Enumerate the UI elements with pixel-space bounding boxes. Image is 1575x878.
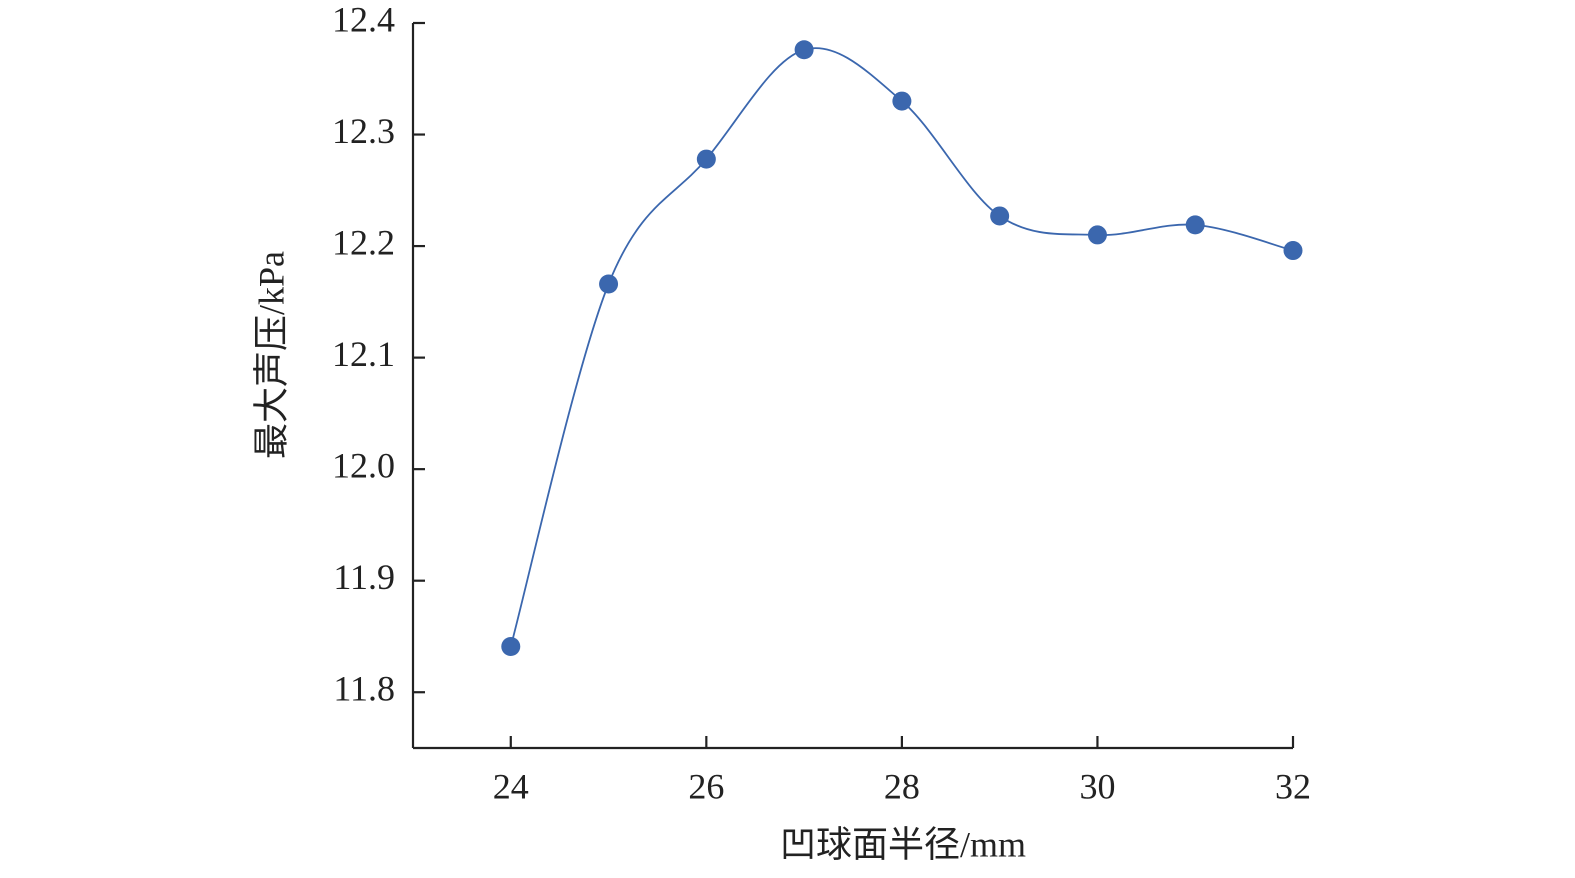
y-tick-label: 11.9 bbox=[333, 557, 395, 597]
y-tick-label: 12.1 bbox=[332, 334, 395, 374]
x-tick-label: 28 bbox=[884, 766, 920, 806]
y-axis-label: 最大声压/kPa bbox=[251, 251, 291, 459]
data-point bbox=[892, 91, 912, 111]
y-tick-label: 12.3 bbox=[332, 111, 395, 151]
data-point bbox=[1283, 241, 1303, 261]
y-tick-label: 12.2 bbox=[332, 222, 395, 262]
data-point bbox=[501, 637, 521, 656]
series-line bbox=[509, 47, 1294, 647]
data-point bbox=[1087, 225, 1107, 245]
data-point bbox=[696, 149, 716, 169]
y-tick-label: 11.8 bbox=[333, 668, 395, 708]
x-tick-label: 26 bbox=[688, 766, 724, 806]
data-point bbox=[794, 40, 814, 60]
data-point bbox=[1185, 215, 1205, 235]
y-tick-label: 12.0 bbox=[332, 445, 395, 485]
x-tick-label: 32 bbox=[1275, 766, 1311, 806]
data-point bbox=[599, 274, 619, 294]
x-axis-label: 凹球面半径/mm bbox=[780, 824, 1026, 864]
x-tick-label: 24 bbox=[493, 766, 529, 806]
x-tick-label: 30 bbox=[1079, 766, 1115, 806]
y-tick-label: 12.4 bbox=[332, 0, 395, 39]
data-point bbox=[990, 206, 1010, 226]
